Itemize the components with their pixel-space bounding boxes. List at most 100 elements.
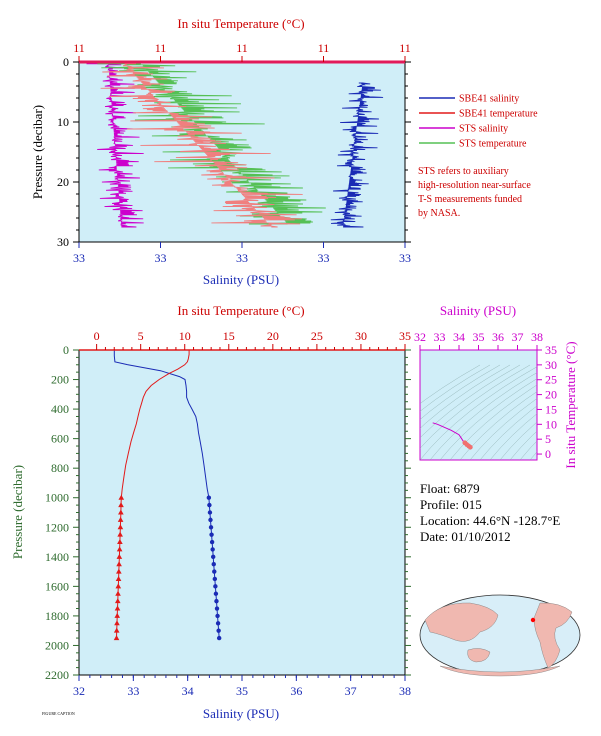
main-temp-axis-title: In situ Temperature (°C) [177, 303, 304, 318]
top-pressure-tick-label: 0 [63, 55, 69, 69]
legend-label: SBE41 temperature [459, 109, 538, 120]
map-land-americas [533, 602, 573, 669]
main-salinity-point [208, 517, 213, 523]
main-plot-area [78, 349, 406, 676]
main-pressure-tick-label: 200 [51, 373, 69, 387]
ts-density-contour [479, 405, 537, 460]
ts-sal-tick-label: 37 [512, 330, 524, 344]
ts-temp-tick-label: 10 [545, 417, 557, 431]
main-sal-tick-label: 35 [236, 684, 248, 698]
ts-density-contour [469, 398, 537, 460]
top-temp-tick-label: 11 [236, 41, 248, 55]
top-sal-tick-label: 33 [155, 251, 167, 265]
note-line: by NASA. [418, 208, 460, 219]
map-land-asia [424, 602, 499, 642]
top-temp-tick-label: 11 [155, 41, 167, 55]
top-legend: SBE41 salinity SBE41 temperature STS salin… [419, 94, 538, 150]
top-salinity-axis-title: Salinity (PSU) [203, 272, 279, 287]
legend-label: STS temperature [459, 139, 527, 150]
main-pressure-tick-label: 1200 [45, 520, 69, 534]
main-pressure-axis-title: Pressure (decibar) [10, 465, 25, 559]
main-temperature-point [114, 620, 120, 626]
main-panel: In situ Temperature (°C) 0 5 10 15 20 25 30 35 3… [10, 303, 411, 721]
main-temperature-point [117, 539, 123, 545]
top-sal-tick-label: 33 [73, 251, 85, 265]
main-pressure-tick-label: 2000 [45, 638, 69, 652]
map-land-australia [467, 648, 491, 663]
main-sal-tick-label: 33 [127, 684, 139, 698]
main-temperature-point [115, 583, 122, 589]
ts-temp-tick-label: 35 [545, 343, 557, 357]
main-salinity-line [113, 350, 210, 498]
ts-temp-axis-title: In situ Temperature (°C) [563, 341, 578, 468]
footer-caption: FIGURE CAPTION [42, 711, 75, 716]
main-sal-tick-label: 37 [345, 684, 357, 698]
top-temp-tick-label: 11 [73, 41, 85, 55]
ts-profile-point [467, 444, 473, 450]
ts-density-contour [420, 364, 481, 404]
top-pressure-tick-label: 20 [57, 175, 69, 189]
ts-density-contour [439, 378, 537, 460]
main-pressure-tick-label: 1600 [45, 579, 69, 593]
main-salinity-axis-title: Salinity (PSU) [203, 706, 279, 721]
main-pressure-tick-label: 1400 [45, 550, 69, 564]
main-salinity-point [207, 502, 212, 508]
main-salinity-point [212, 569, 217, 574]
main-salinity-point [216, 628, 221, 633]
float-location-marker [530, 617, 536, 623]
ts-salinity-axis-title: Salinity (PSU) [440, 303, 516, 318]
main-salinity-point [207, 510, 213, 515]
ts-temp-tick-label: 15 [545, 402, 557, 416]
info-float: Float: 6879 [420, 481, 480, 496]
main-temperature-point [118, 502, 124, 508]
main-sal-tick-label: 34 [182, 684, 194, 698]
main-temperature-point [113, 635, 120, 641]
ts-panel: Salinity (PSU) 32 33 34 35 36 37 3805101520253… [414, 303, 578, 469]
top-sal-tick-label: 33 [399, 251, 411, 265]
top-temp-tick-label: 11 [318, 41, 330, 55]
top-series-sbe41-temperature [100, 63, 303, 228]
top-pressure-tick-label: 10 [57, 115, 69, 129]
main-temp-tick-label: 35 [399, 329, 411, 343]
ts-density-contour [509, 430, 537, 460]
main-temperature-point [114, 598, 121, 604]
ts-sal-tick-label: 32 [414, 330, 426, 344]
ts-plot-area [419, 349, 538, 461]
main-salinity-point [213, 591, 219, 596]
main-salinity-point [211, 554, 216, 560]
info-date: Date: 01/10/2012 [420, 529, 511, 544]
ts-density-contour [420, 364, 511, 429]
legend-label: SBE41 salinity [459, 94, 519, 105]
ts-density-contour [420, 364, 521, 439]
main-salinity-point [215, 621, 221, 626]
ts-density-contour [499, 421, 537, 460]
main-temperature-point [117, 516, 124, 522]
ts-density-contour [489, 413, 537, 460]
info-location: Location: 44.6°N -128.7°E [420, 513, 560, 528]
main-pressure-tick-label: 1800 [45, 609, 69, 623]
ts-density-contour [429, 372, 537, 460]
main-temperature-point [116, 561, 122, 567]
note-line: STS refers to auxiliary [418, 166, 509, 177]
ts-series-group [432, 422, 473, 450]
main-pressure-tick-label: 0 [63, 343, 69, 357]
main-pressure-tick-label: 400 [51, 402, 69, 416]
main-salinity-point [209, 532, 214, 537]
top-series-group [86, 63, 384, 228]
main-salinity-point [208, 525, 214, 530]
main-temperature-point [116, 546, 123, 552]
ts-density-contour [519, 440, 537, 460]
ts-sal-tick-label: 33 [434, 330, 446, 344]
main-temperature-point [114, 612, 121, 618]
main-temp-tick-label: 30 [355, 329, 367, 343]
float-info: Float: 6879 Profile: 015 Location: 44.6°… [420, 481, 560, 544]
main-temperature-point [118, 509, 124, 515]
ts-density-contour [420, 364, 501, 420]
main-salinity-point [214, 598, 219, 604]
top-temp-tick-label: 11 [399, 41, 411, 55]
main-salinity-point [210, 547, 215, 552]
main-temperature-point [115, 590, 121, 596]
main-salinity-point [213, 584, 218, 589]
